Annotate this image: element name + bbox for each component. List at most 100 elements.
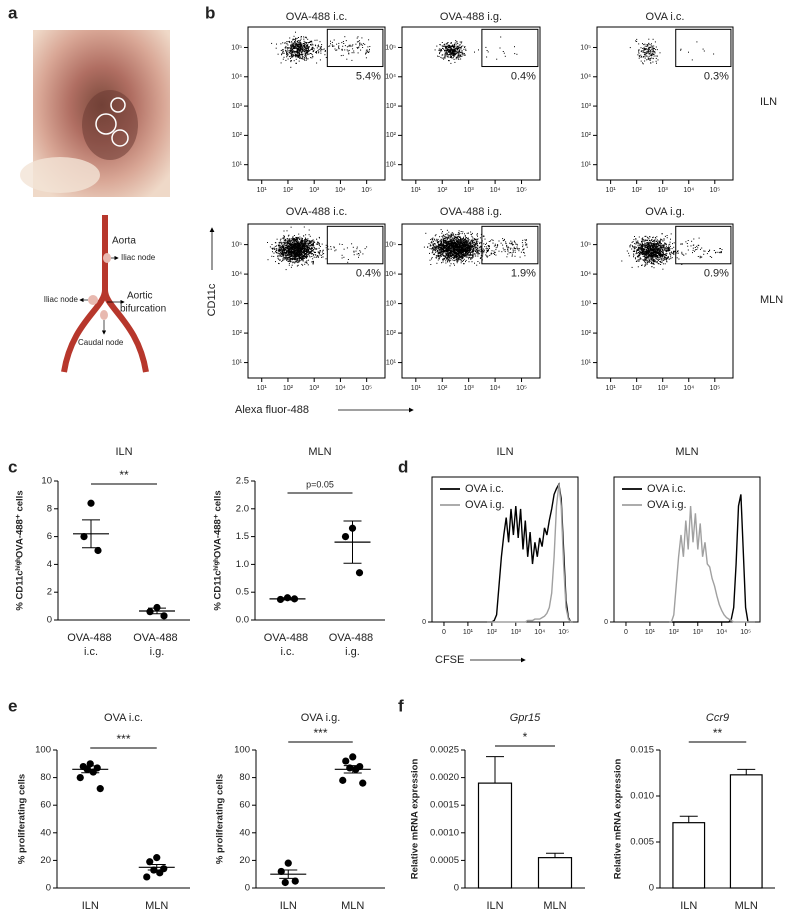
cell-dot	[450, 57, 452, 59]
cell-dot	[287, 252, 289, 254]
cell-dot	[274, 249, 276, 250]
cell-dot	[487, 51, 489, 53]
cell-dot	[457, 246, 458, 248]
cell-dot	[447, 250, 449, 252]
cell-dot	[359, 44, 361, 46]
cell-dot	[435, 257, 437, 259]
cell-dot	[353, 251, 355, 253]
cell-dot	[427, 246, 429, 248]
cell-dot	[313, 256, 315, 258]
cell-dot	[474, 245, 476, 247]
cell-dot	[476, 251, 478, 253]
cell-dot	[644, 57, 646, 59]
cell-dot	[457, 258, 458, 260]
cell-dot	[285, 242, 287, 244]
cell-dot	[493, 245, 495, 247]
x-tick-label: 10¹	[606, 385, 617, 392]
cell-dot	[473, 242, 475, 244]
cell-dot	[298, 251, 300, 253]
cell-dot	[357, 47, 359, 49]
cell-dot	[288, 260, 290, 262]
cell-dot	[459, 245, 461, 247]
cell-dot	[288, 254, 290, 256]
cell-dot	[432, 247, 434, 248]
cell-dot	[364, 248, 366, 250]
cell-dot	[297, 54, 299, 56]
cell-dot	[660, 253, 662, 255]
cell-dot	[448, 236, 450, 238]
cell-dot	[282, 252, 284, 254]
cell-dot	[307, 252, 309, 254]
cell-dot	[507, 248, 508, 250]
cell-dot	[447, 52, 448, 54]
cell-dot	[466, 245, 468, 247]
cell-dot	[351, 52, 353, 54]
cell-dot	[286, 241, 288, 243]
cell-dot	[451, 48, 453, 50]
cell-dot	[444, 244, 445, 246]
cell-dot	[287, 242, 289, 244]
cell-dot	[661, 260, 663, 262]
cell-dot	[456, 254, 458, 256]
cell-dot	[447, 259, 449, 261]
cell-dot	[280, 255, 281, 257]
cell-dot	[647, 50, 649, 51]
cell-dot	[283, 246, 284, 247]
cell-dot	[440, 56, 442, 58]
cell-dot	[342, 41, 344, 42]
cell-dot	[439, 240, 441, 242]
cell-dot	[448, 60, 450, 62]
cell-dot	[507, 249, 509, 251]
cell-dot	[462, 243, 464, 244]
x-tick-label: 10⁴	[490, 385, 501, 392]
cell-dot	[299, 49, 301, 51]
cell-dot	[305, 257, 307, 259]
cell-dot	[655, 57, 657, 59]
cell-dot	[281, 255, 282, 257]
cell-dot	[431, 258, 432, 260]
cell-dot	[646, 45, 648, 47]
cell-dot	[444, 52, 446, 54]
cell-dot	[285, 252, 287, 253]
cell-dot	[300, 57, 302, 59]
cell-dot	[293, 50, 295, 52]
cell-dot	[309, 40, 311, 42]
y-tick-label: 10⁴	[385, 74, 396, 81]
cell-dot	[287, 53, 289, 55]
cell-dot	[298, 250, 300, 252]
cell-dot	[291, 258, 293, 260]
cell-dot	[294, 43, 296, 45]
cell-dot	[450, 51, 451, 53]
cell-dot	[487, 250, 488, 251]
cell-dot	[460, 256, 462, 258]
cell-dot	[290, 252, 292, 254]
cell-dot	[318, 236, 320, 238]
cell-dot	[655, 46, 657, 48]
cell-dot	[520, 251, 522, 253]
cell-dot	[300, 252, 302, 254]
panel-label: c	[8, 457, 17, 476]
cell-dot	[449, 254, 451, 256]
cell-dot	[516, 244, 518, 246]
cell-dot	[473, 246, 475, 248]
cell-dot	[470, 233, 472, 235]
cell-dot	[283, 251, 285, 253]
cell-dot	[311, 240, 313, 242]
cell-dot	[445, 241, 447, 243]
cell-dot	[465, 252, 466, 253]
cell-dot	[461, 52, 463, 54]
cell-dot	[294, 41, 296, 43]
cell-dot	[315, 45, 317, 47]
cell-dot	[436, 240, 438, 242]
cell-dot	[286, 252, 288, 254]
cell-dot	[461, 238, 463, 240]
cell-dot	[435, 248, 437, 250]
cell-dot	[283, 253, 285, 255]
cell-dot	[468, 239, 470, 241]
cell-dot	[474, 246, 476, 248]
cell-dot	[443, 255, 445, 257]
cell-dot	[280, 249, 282, 251]
cell-dot	[297, 51, 299, 53]
cell-dot	[369, 48, 370, 50]
cell-dot	[305, 50, 307, 52]
